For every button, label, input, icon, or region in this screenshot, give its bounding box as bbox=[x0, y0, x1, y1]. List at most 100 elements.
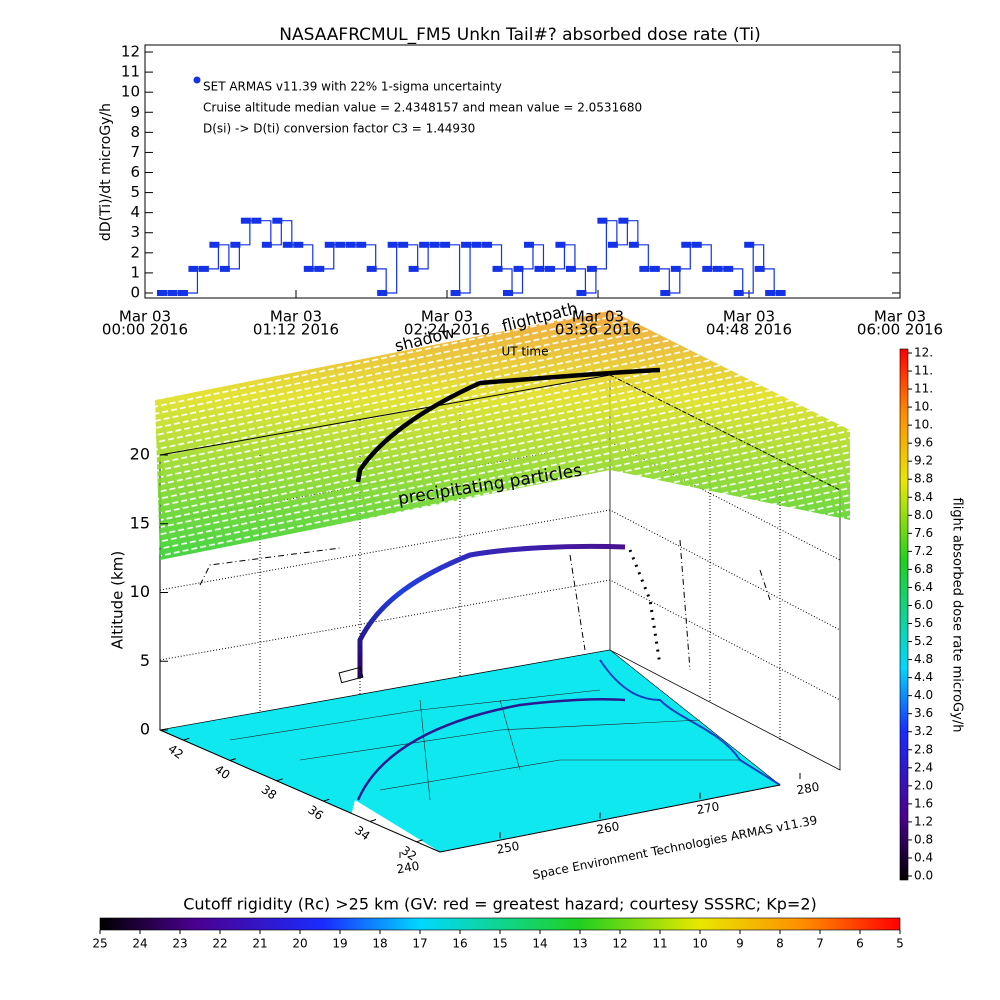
data-point bbox=[398, 241, 409, 248]
x-tick-label: Mar 03 bbox=[723, 308, 775, 326]
y-tick-label: 2 bbox=[130, 243, 140, 261]
colorbar-tick-label: 0.8 bbox=[914, 832, 933, 846]
colorbar-tick-label: 7 bbox=[816, 937, 824, 951]
flight-path-top bbox=[355, 367, 661, 483]
borders bbox=[229, 689, 740, 801]
data-point bbox=[681, 241, 692, 248]
lat-tick-label: 40 bbox=[212, 762, 233, 782]
x-tick-label: Mar 03 bbox=[572, 308, 624, 326]
colorbar-tick-label: 10. bbox=[914, 418, 933, 432]
annotation: SET ARMAS v11.39 with 22% 1-sigma uncert… bbox=[203, 80, 502, 94]
data-point bbox=[534, 265, 545, 272]
data-point bbox=[576, 289, 587, 296]
colorbar-tick-label: 11 bbox=[652, 937, 667, 951]
colorbar-tick-label: 19 bbox=[332, 937, 347, 951]
data-point bbox=[408, 265, 419, 272]
colorbar-tick-label: 2.8 bbox=[914, 742, 933, 756]
data-point bbox=[628, 241, 639, 248]
descent-projection bbox=[628, 549, 662, 666]
colorbar-tick-label: 16 bbox=[452, 937, 467, 951]
data-point bbox=[156, 289, 167, 296]
lat-tick-label: 38 bbox=[259, 782, 280, 802]
colorbar-tick-label: 21 bbox=[252, 937, 267, 951]
data-point bbox=[335, 241, 346, 248]
colorbar-tick-label: 11. bbox=[914, 364, 933, 378]
data-point bbox=[471, 241, 482, 248]
data-point bbox=[555, 241, 566, 248]
data-point bbox=[712, 265, 723, 272]
data-point bbox=[691, 241, 702, 248]
colorbar-tick-label: 5.6 bbox=[914, 616, 933, 630]
x-tick-label: Mar 03 bbox=[421, 308, 473, 326]
y-tick-label: 1 bbox=[130, 263, 140, 281]
data-point bbox=[188, 265, 199, 272]
x-tick-label: 02:24 2016 bbox=[404, 321, 490, 339]
colorbar-tick-label: 24 bbox=[132, 937, 147, 951]
colorbar-tick-label: 6.8 bbox=[914, 562, 933, 576]
data-point bbox=[240, 217, 251, 224]
lat-tick-label: 36 bbox=[305, 803, 326, 823]
colorbar-tick-label: 25 bbox=[92, 937, 107, 951]
y-tick-label: 4 bbox=[130, 203, 140, 221]
lat-tick bbox=[323, 798, 330, 802]
colorbar-tick-label: 2.4 bbox=[914, 760, 933, 774]
x-tick-label: Mar 03 bbox=[119, 308, 171, 326]
lon-tick-label: 260 bbox=[595, 819, 620, 837]
colorbar-tick-label: 7.2 bbox=[914, 544, 933, 558]
x-tick-label: 03:36 2016 bbox=[555, 321, 641, 339]
colorbar-tick-label: 10. bbox=[914, 400, 933, 414]
legend-marker bbox=[193, 76, 201, 84]
colorbar-tick-label: 4.8 bbox=[914, 652, 933, 666]
lon-tick-label: 280 bbox=[795, 780, 820, 798]
data-point bbox=[775, 289, 786, 296]
data-point bbox=[387, 241, 398, 248]
data-point bbox=[492, 265, 503, 272]
colorbar-tick-label: 3.2 bbox=[914, 724, 933, 738]
z-tick-label: 10 bbox=[130, 582, 150, 601]
colorbar-tick-label: 6.0 bbox=[914, 598, 933, 612]
y-tick-label: 7 bbox=[130, 143, 140, 161]
data-point bbox=[765, 289, 776, 296]
data-point bbox=[261, 241, 272, 248]
colorbar-tick-label: 17 bbox=[412, 937, 427, 951]
colorbar-tick-label: 14 bbox=[532, 937, 547, 951]
annotation: Cruise altitude median value = 2.4348157… bbox=[203, 101, 642, 115]
lat-tick bbox=[276, 778, 283, 782]
coastline bbox=[599, 659, 781, 786]
y-tick-label: 9 bbox=[130, 103, 140, 121]
y-tick-label: 10 bbox=[121, 83, 140, 101]
lat-tick bbox=[183, 737, 190, 741]
colorbar-tick-label: 12. bbox=[914, 346, 933, 360]
data-point bbox=[429, 241, 440, 248]
colorbar-tick-label: 4.4 bbox=[914, 670, 933, 684]
colorbar-tick-label: 15 bbox=[492, 937, 507, 951]
y-tick-label: 3 bbox=[130, 223, 140, 241]
colorbar-tick-label: 11. bbox=[914, 382, 933, 396]
x-tick-label: 06:00 2016 bbox=[857, 321, 943, 339]
data-point bbox=[282, 241, 293, 248]
data-point bbox=[618, 217, 629, 224]
y-axis-title: dD(Ti)/dt microGy/h bbox=[98, 103, 114, 241]
data-point bbox=[586, 265, 597, 272]
lon-tick-label: 270 bbox=[695, 799, 720, 817]
data-point bbox=[513, 265, 524, 272]
annotation: D(si) -> D(ti) conversion factor C3 = 1.… bbox=[203, 122, 475, 136]
map-gap bbox=[350, 800, 440, 852]
z-tick-label: 15 bbox=[130, 513, 150, 532]
lon-axis bbox=[439, 784, 781, 853]
y-tick-label: 0 bbox=[130, 283, 140, 301]
particle-sheet bbox=[155, 310, 850, 560]
colorbar-tick-label: 20 bbox=[292, 937, 307, 951]
data-point bbox=[649, 265, 660, 272]
x-tick-label: Mar 03 bbox=[270, 308, 322, 326]
data-point bbox=[440, 241, 451, 248]
data-point bbox=[754, 265, 765, 272]
data-point bbox=[503, 289, 514, 296]
data-point bbox=[177, 289, 188, 296]
data-point bbox=[482, 241, 493, 248]
colorbar-tick-label: 23 bbox=[172, 937, 187, 951]
data-point bbox=[366, 265, 377, 272]
box-top bbox=[159, 374, 611, 456]
y-tick-label: 5 bbox=[130, 183, 140, 201]
